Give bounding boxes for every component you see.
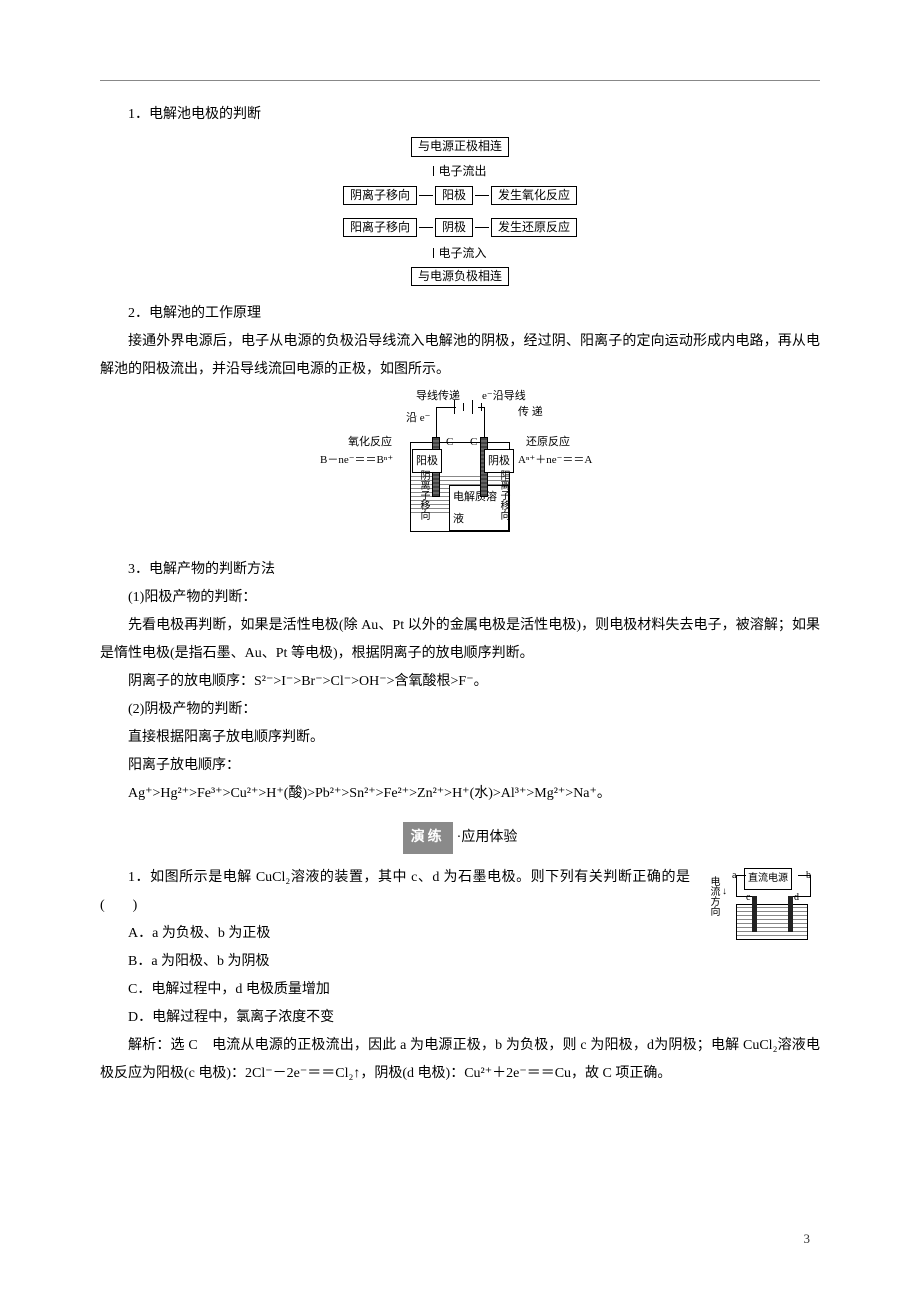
d2-C-left: C [446, 436, 453, 449]
s2-para: 接通外界电源后，电子从电源的负极沿导线流入电解池的阴极，经过阴、阳离子的定向运动… [100, 328, 820, 384]
d2-ox-eq: B－ne⁻＝＝Bⁿ⁺ [320, 454, 393, 467]
q1-figure: 电流方向 a b 直流电源 c d [700, 866, 820, 942]
q1-opt-c: C．电解过程中，d 电极质量增加 [100, 976, 820, 1004]
s3-p2: 先看电极再判断，如果是活性电极(除 Au、Pt 以外的金属电极是活性电极)，则电… [100, 612, 820, 668]
practice-badge: 演练 [403, 822, 453, 854]
d1-top: 与电源正极相连 [411, 137, 509, 157]
d1-r1c: 阳极 [435, 186, 473, 206]
d2-redu-eq: Aⁿ⁺＋ne⁻＝＝A [518, 454, 592, 467]
d2-C-right: C [470, 436, 477, 449]
q1-current-dir: 电流方向 [708, 876, 718, 916]
d1-r2l: 阳离子移向 [343, 218, 417, 238]
d2-anion-move: 阴离子移向 [418, 470, 428, 520]
d2-redu: 还原反应 [526, 436, 570, 449]
d1-e-out: 电子流出 [438, 159, 486, 183]
q1-ps-box: 直流电源 [744, 868, 792, 890]
s2-heading: 2．电解池的工作原理 [100, 300, 820, 328]
top-rule [100, 80, 820, 81]
q1-container-box [736, 904, 808, 940]
s3-p3: 阴离子的放电顺序：S²⁻>I⁻>Br⁻>Cl⁻>OH⁻>含氧酸根>F⁻。 [100, 668, 820, 696]
s1-heading: 1．电解池电极的判断 [100, 101, 820, 129]
s3-p5: 直接根据阳离子放电顺序判断。 [100, 724, 820, 752]
page-number: 3 [804, 1226, 811, 1252]
q1-opt-b: B．a 为阳极、b 为阴极 [100, 948, 820, 976]
s3-heading: 3．电解产物的判断方法 [100, 556, 820, 584]
d1-bottom: 与电源负极相连 [411, 267, 509, 287]
d2-e-wire: e⁻沿导线 [482, 390, 526, 403]
diagram-2: 导线传递 e⁻沿导线 沿 e⁻ 传 递 电解质溶液 阳极 阴极 C C 氧化反应… [100, 392, 820, 542]
practice-heading: 演练 ·应用体验 [100, 822, 820, 854]
question-1: 电流方向 a b 直流电源 c d 1．如图所示是电解 CuCl₂溶液的装置，其… [100, 864, 820, 1088]
q1-solution: 解析：选 C 电流从电源的正极流出，因此 a 为电源正极，b 为负极，则 c 为… [100, 1032, 820, 1088]
d2-wire-top: 导线传递 [416, 390, 460, 403]
s3-p6: 阳离子放电顺序： [100, 752, 820, 780]
d1-r2c: 阴极 [435, 218, 473, 238]
d2-along: 沿 e⁻ [406, 412, 422, 425]
d1-e-in: 电子流入 [438, 241, 486, 265]
q1-elec-c [752, 896, 757, 932]
q1-arrow-icon [722, 882, 727, 902]
d2-ox: 氧化反应 [348, 436, 392, 449]
d2-cation-move: 阳离子移向 [498, 470, 508, 520]
s3-p1: (1)阳极产物的判断： [100, 584, 820, 612]
practice-suffix: ·应用体验 [457, 824, 518, 852]
d1-r1l: 阴离子移向 [343, 186, 417, 206]
d2-transfer: 传 递 [518, 406, 530, 419]
q1-elec-d [788, 896, 793, 932]
s3-p4: (2)阴极产物的判断： [100, 696, 820, 724]
d1-r2r: 发生还原反应 [491, 218, 577, 238]
q1-opt-d: D．电解过程中，氯离子浓度不变 [100, 1004, 820, 1032]
s3-p7: Ag⁺>Hg²⁺>Fe³⁺>Cu²⁺>H⁺(酸)>Pb²⁺>Sn²⁺>Fe²⁺>… [100, 780, 820, 808]
d1-r1r: 发生氧化反应 [491, 186, 577, 206]
diagram-1: 与电源正极相连 电子流出 阴离子移向 阳极 发生氧化反应 阳离子移向 阴极 发生… [100, 137, 820, 286]
